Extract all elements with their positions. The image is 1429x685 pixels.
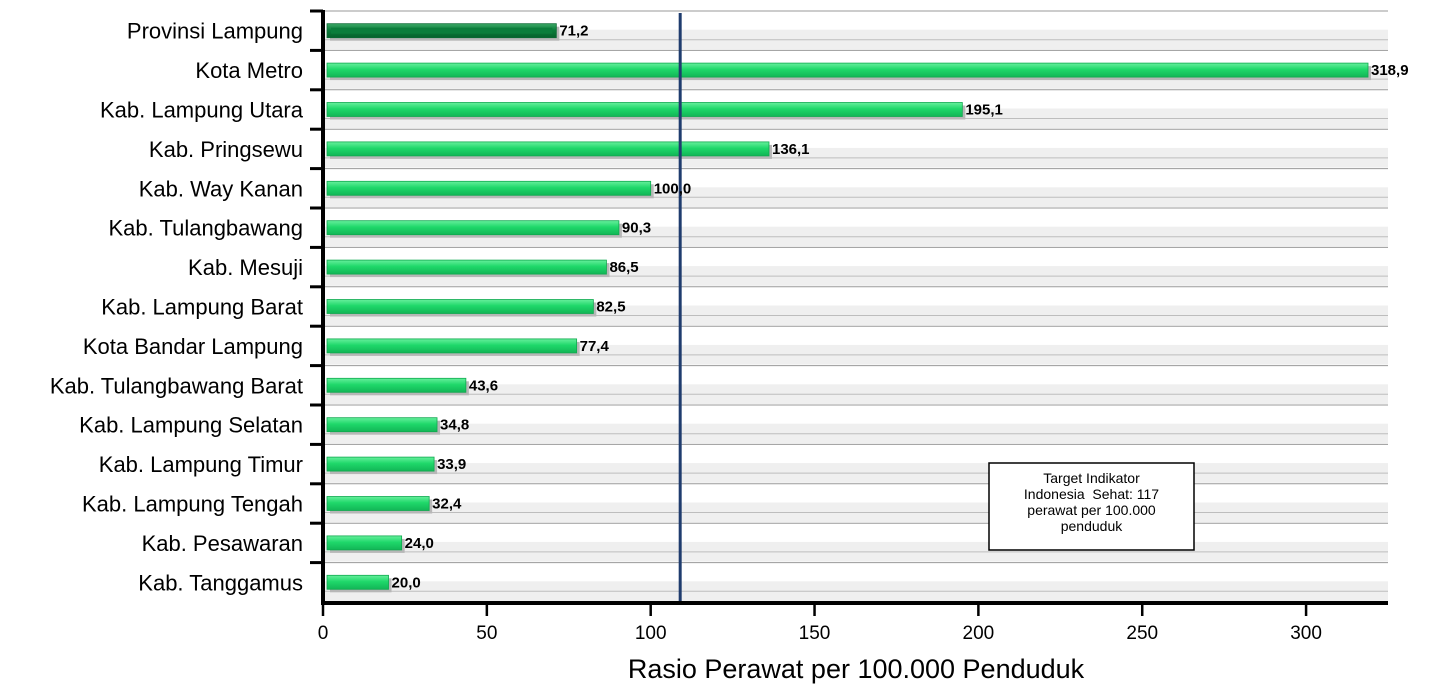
category-label: Kab. Tulangbawang: [109, 216, 304, 241]
value-label: 318,9: [1371, 62, 1409, 79]
value-label: 77,4: [580, 338, 610, 355]
value-label: 82,5: [596, 299, 625, 316]
category-label: Kab. Pringsewu: [149, 137, 303, 162]
value-label: 195,1: [965, 102, 1003, 119]
bar-kab-way-kanan: [326, 180, 652, 196]
category-label: Kota Metro: [195, 58, 303, 83]
category-label: Kab. Lampung Barat: [101, 295, 303, 320]
bar-kota-metro: [326, 62, 1369, 78]
x-tick-label: 200: [963, 623, 995, 644]
bar-kab-lampung-selatan: [326, 417, 438, 433]
x-tick-label: 100: [635, 623, 667, 644]
category-label: Kab. Lampung Selatan: [79, 413, 303, 438]
category-label: Kab. Lampung Utara: [100, 98, 304, 123]
value-label: 33,9: [437, 456, 466, 473]
annotation-line: penduduk: [1061, 518, 1124, 534]
x-tick-label: 50: [476, 623, 497, 644]
bar-kab-mesuji: [326, 259, 607, 275]
x-tick-label: 250: [1126, 623, 1158, 644]
value-label: 24,0: [405, 535, 434, 552]
bars: [326, 23, 1372, 593]
category-label: Kab. Pesawaran: [142, 531, 303, 556]
bar-kab-tulangbawang-barat: [326, 377, 467, 393]
value-label: 71,2: [559, 23, 588, 40]
x-tick-label: 150: [799, 623, 831, 644]
annotation-line: Target Indikator: [1043, 470, 1140, 486]
x-tick-labels: 0 50 100 150 200 250 300: [318, 623, 1322, 644]
bar-kab-pesawaran: [326, 535, 403, 551]
bar-kab-lampung-barat: [326, 299, 594, 314]
category-label: Provinsi Lampung: [127, 19, 303, 44]
category-label: Kab. Lampung Timur: [99, 452, 303, 477]
bar-kota-bandar-lampung: [326, 338, 578, 354]
bar-kab-tulangbawang: [326, 220, 620, 236]
category-labels: Provinsi Lampung Kota Metro Kab. Lampung U…: [50, 19, 304, 596]
bar-kab-lampung-utara: [326, 102, 963, 117]
value-label: 90,3: [622, 220, 651, 237]
bar-kab-lampung-timur: [326, 456, 435, 472]
x-tick-label: 300: [1290, 623, 1322, 644]
value-label: 32,4: [432, 496, 462, 513]
value-label: 86,5: [609, 259, 638, 276]
bar-kab-pringsewu: [326, 141, 770, 157]
value-label: 100,0: [654, 180, 692, 197]
bar-kab-tanggamus: [326, 574, 389, 590]
value-label: 43,6: [469, 377, 498, 394]
annotation-line: perawat per 100.000: [1027, 502, 1156, 518]
x-tick-label: 0: [318, 623, 329, 644]
bar-kab-lampung-tengah: [326, 496, 430, 511]
axes: [310, 9, 1388, 616]
value-labels: 71,2 318,9 195,1 136,1 100,0 90,3 86,5 82,5 77,4…: [392, 23, 1409, 592]
annotation-line: Indonesia Sehat: 117: [1024, 486, 1159, 502]
category-label: Kab. Tulangbawang Barat: [50, 373, 303, 398]
category-label: Kab. Mesuji: [188, 255, 303, 280]
category-label: Kab. Way Kanan: [139, 176, 303, 201]
value-label: 34,8: [440, 417, 469, 434]
category-label: Kota Bandar Lampung: [83, 334, 303, 359]
category-label: Kab. Lampung Tengah: [82, 492, 303, 517]
bar-highlight-core: [331, 27, 553, 34]
value-label: 20,0: [392, 574, 421, 591]
value-label: 136,1: [772, 141, 810, 158]
x-axis-title: Rasio Perawat per 100.000 Penduduk: [628, 654, 1085, 684]
annotation-box: [988, 462, 1195, 551]
category-label: Kab. Tanggamus: [138, 570, 303, 595]
